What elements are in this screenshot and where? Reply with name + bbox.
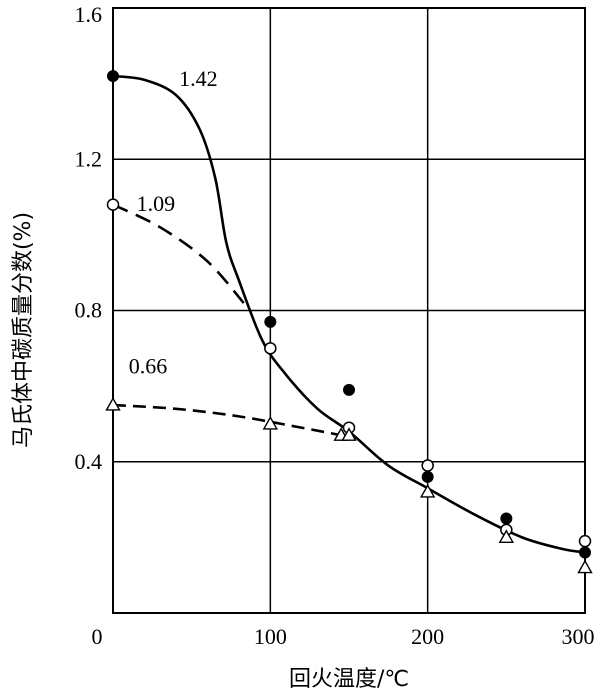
filled-circle-point	[343, 383, 355, 396]
open-triangle-point	[341, 427, 357, 441]
series-2-line	[112, 203, 248, 308]
x-tick-label: 0	[92, 624, 103, 649]
y-axis-title: 马氏体中碳质量分数(%)	[11, 212, 36, 448]
curve-value-label: 1.42	[179, 66, 218, 91]
filled-circle-point	[500, 512, 513, 525]
open-triangle-point	[105, 397, 121, 411]
open-triangle-point	[577, 559, 593, 574]
series-1-line	[112, 74, 586, 554]
filled-circle-point	[264, 315, 277, 328]
x-tick-label: 100	[254, 624, 287, 649]
curve-value-label: 1.09	[137, 191, 176, 216]
open-triangle-point	[262, 415, 279, 430]
x-tick-label: 300	[562, 624, 595, 649]
markers	[105, 70, 593, 574]
y-tick-label: 0.8	[75, 298, 103, 323]
open-triangle-point	[498, 529, 515, 544]
x-tick-labels: 0 100 200 300	[92, 624, 595, 649]
series-3-line	[112, 403, 342, 437]
filled-circle-point	[107, 70, 119, 83]
open-circle-point	[421, 459, 434, 472]
filled-circle-point	[579, 546, 591, 559]
x-axis-title: 回火温度/℃	[289, 667, 409, 692]
y-tick-label: 1.6	[75, 2, 103, 27]
plot-frame	[112, 7, 586, 614]
curve-value-label: 0.66	[129, 353, 168, 378]
x-tick-label: 200	[411, 624, 444, 649]
grid	[113, 8, 585, 613]
y-tick-label: 0.4	[75, 449, 103, 474]
filled-circle-point	[421, 470, 434, 483]
curves	[112, 74, 586, 554]
open-triangle-point	[419, 483, 436, 498]
y-tick-label: 1.2	[75, 146, 103, 171]
y-tick-labels: 0.4 0.8 1.2 1.6	[75, 2, 103, 474]
open-circle-point	[578, 534, 592, 548]
curve-labels: 1.42 1.09 0.66	[129, 66, 218, 378]
open-circle-point	[106, 198, 120, 211]
open-circle-point	[264, 342, 277, 355]
